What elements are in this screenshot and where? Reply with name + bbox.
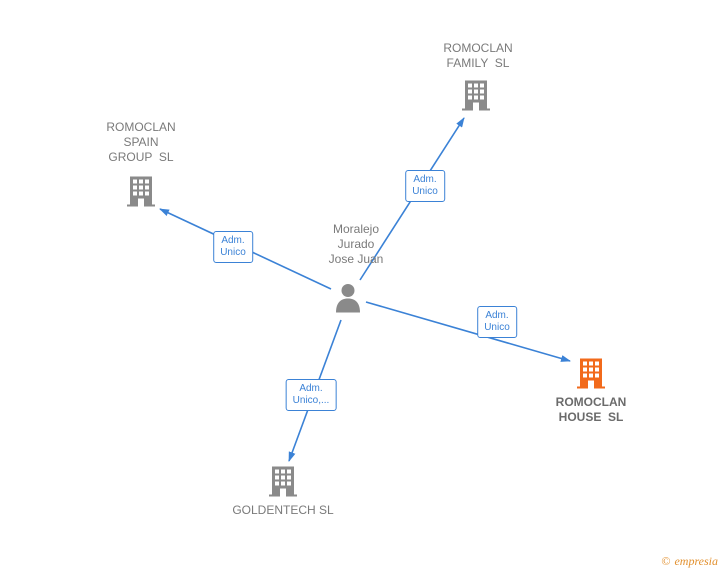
copyright-text: empresia <box>674 554 718 568</box>
network-diagram <box>0 0 728 575</box>
person-icon <box>335 283 361 313</box>
copyright-symbol: © <box>661 554 670 568</box>
edges <box>160 118 570 461</box>
edge-label: Adm. Unico,... <box>286 379 337 411</box>
node-person-center <box>335 283 361 318</box>
edge-line <box>366 302 570 361</box>
building-icon <box>462 79 490 111</box>
edge-label: Adm. Unico <box>405 170 445 202</box>
edge-label: Adm. Unico <box>477 306 517 338</box>
node-label: ROMOCLAN HOUSE SL <box>556 395 627 425</box>
building-icon <box>577 357 605 389</box>
node-romoclan-house <box>577 357 605 394</box>
node-label: ROMOCLAN SPAIN GROUP SL <box>106 120 175 165</box>
node-goldentech <box>269 465 297 502</box>
edge-label: Adm. Unico <box>213 231 253 263</box>
copyright: © empresia <box>661 554 718 569</box>
node-romoclan-spain-group <box>127 175 155 212</box>
building-icon <box>269 465 297 497</box>
node-romoclan-family <box>462 79 490 116</box>
node-label: ROMOCLAN FAMILY SL <box>443 41 512 71</box>
node-label: Moralejo Jurado Jose Juan <box>329 222 384 267</box>
node-label: GOLDENTECH SL <box>232 503 333 518</box>
building-icon <box>127 175 155 207</box>
